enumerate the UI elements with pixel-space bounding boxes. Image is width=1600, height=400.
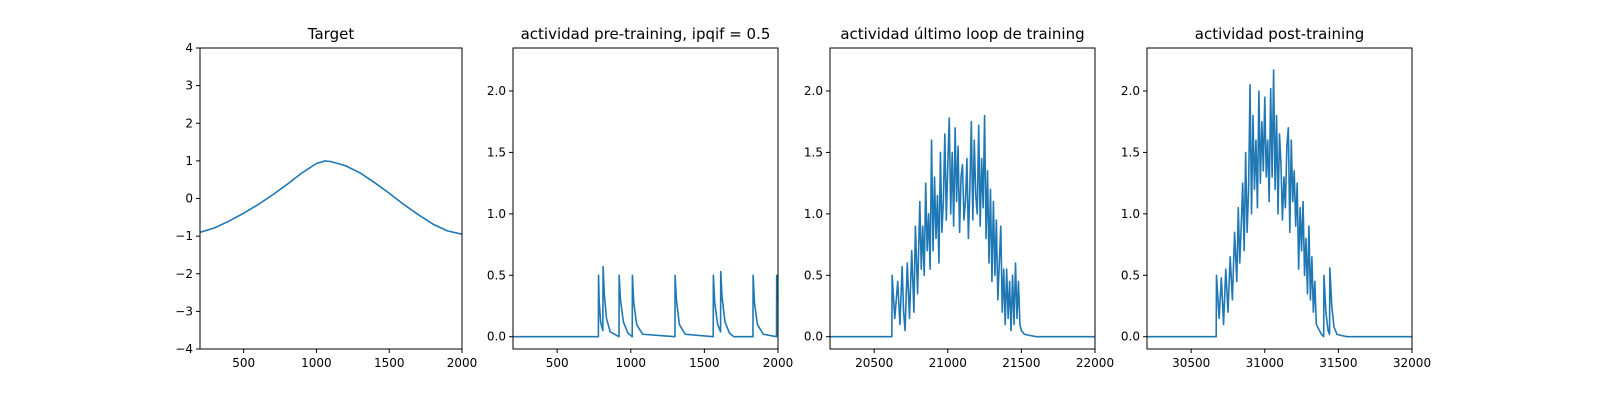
x-tick-label: 1500 (689, 356, 720, 370)
y-tick-label: 1.5 (1121, 145, 1140, 159)
subplot-title: actividad último loop de training (840, 25, 1084, 43)
subplot-title: Target (307, 25, 355, 43)
y-tick-label: 1.0 (804, 207, 823, 221)
subplot-title: actividad pre-training, ipqif = 0.5 (521, 25, 771, 43)
y-tick-label: 2.0 (804, 84, 823, 98)
x-tick-label: 22000 (1076, 356, 1114, 370)
y-tick-label: −2 (175, 267, 193, 281)
y-tick-label: 0 (185, 192, 193, 206)
y-tick-label: −1 (175, 229, 193, 243)
subplot-3: actividad último loop de training 20500 21… (804, 25, 1114, 370)
y-tick-label: 2.0 (487, 84, 506, 98)
series-line-4-1 (1147, 69, 1412, 338)
y-tick-label: 0.0 (804, 330, 823, 344)
y-tick-label: 4 (185, 41, 193, 55)
y-tick-label: 1.0 (487, 207, 506, 221)
x-tick-label: 1000 (616, 356, 647, 370)
subplot-2: actividad pre-training, ipqif = 0.5 500 10… (487, 25, 793, 370)
x-tick-label: 32000 (1393, 356, 1431, 370)
series-line-1-1 (200, 160, 462, 236)
x-tick-label: 30500 (1172, 356, 1210, 370)
y-tick-label: −4 (175, 342, 193, 356)
y-tick-label: 2.0 (1121, 84, 1140, 98)
x-tick-label: 31500 (1319, 356, 1357, 370)
x-tick-label: 1500 (374, 356, 405, 370)
y-tick-label: 1.0 (1121, 207, 1140, 221)
subplot-1: Target 500 1000 1500 2000 −4 −3 −2 −1 0 1 2 3 4 (175, 25, 477, 370)
x-tick-label: 21500 (1002, 356, 1040, 370)
axes-frame (512, 47, 779, 350)
y-tick-label: 0.0 (487, 330, 506, 344)
x-tick-label: 500 (546, 356, 569, 370)
x-tick-label: 2000 (763, 356, 794, 370)
x-tick-label: 21000 (929, 356, 967, 370)
axes-frame (1146, 47, 1413, 350)
y-tick-label: 0.5 (1121, 268, 1140, 282)
y-tick-label: 0.0 (1121, 330, 1140, 344)
y-tick-label: 1.5 (487, 145, 506, 159)
subplot-4: actividad post-training 30500 31000 31500 32… (1121, 25, 1431, 370)
y-tick-label: 2 (185, 116, 193, 130)
axes-frame (829, 47, 1096, 350)
x-tick-label: 31000 (1246, 356, 1284, 370)
y-tick-label: 0.5 (804, 268, 823, 282)
axes-frame (199, 47, 463, 350)
x-tick-label: 500 (232, 356, 255, 370)
y-tick-label: 1 (185, 154, 193, 168)
x-tick-label: 20500 (855, 356, 893, 370)
y-tick-label: 1.5 (804, 145, 823, 159)
x-tick-label: 1000 (301, 356, 332, 370)
series-line-2-1 (513, 265, 778, 338)
subplot-title: actividad post-training (1195, 25, 1364, 43)
y-tick-label: 3 (185, 79, 193, 93)
x-tick-label: 2000 (447, 356, 478, 370)
y-tick-label: −3 (175, 304, 193, 318)
y-tick-label: 0.5 (487, 268, 506, 282)
series-line-3-1 (830, 114, 1095, 338)
